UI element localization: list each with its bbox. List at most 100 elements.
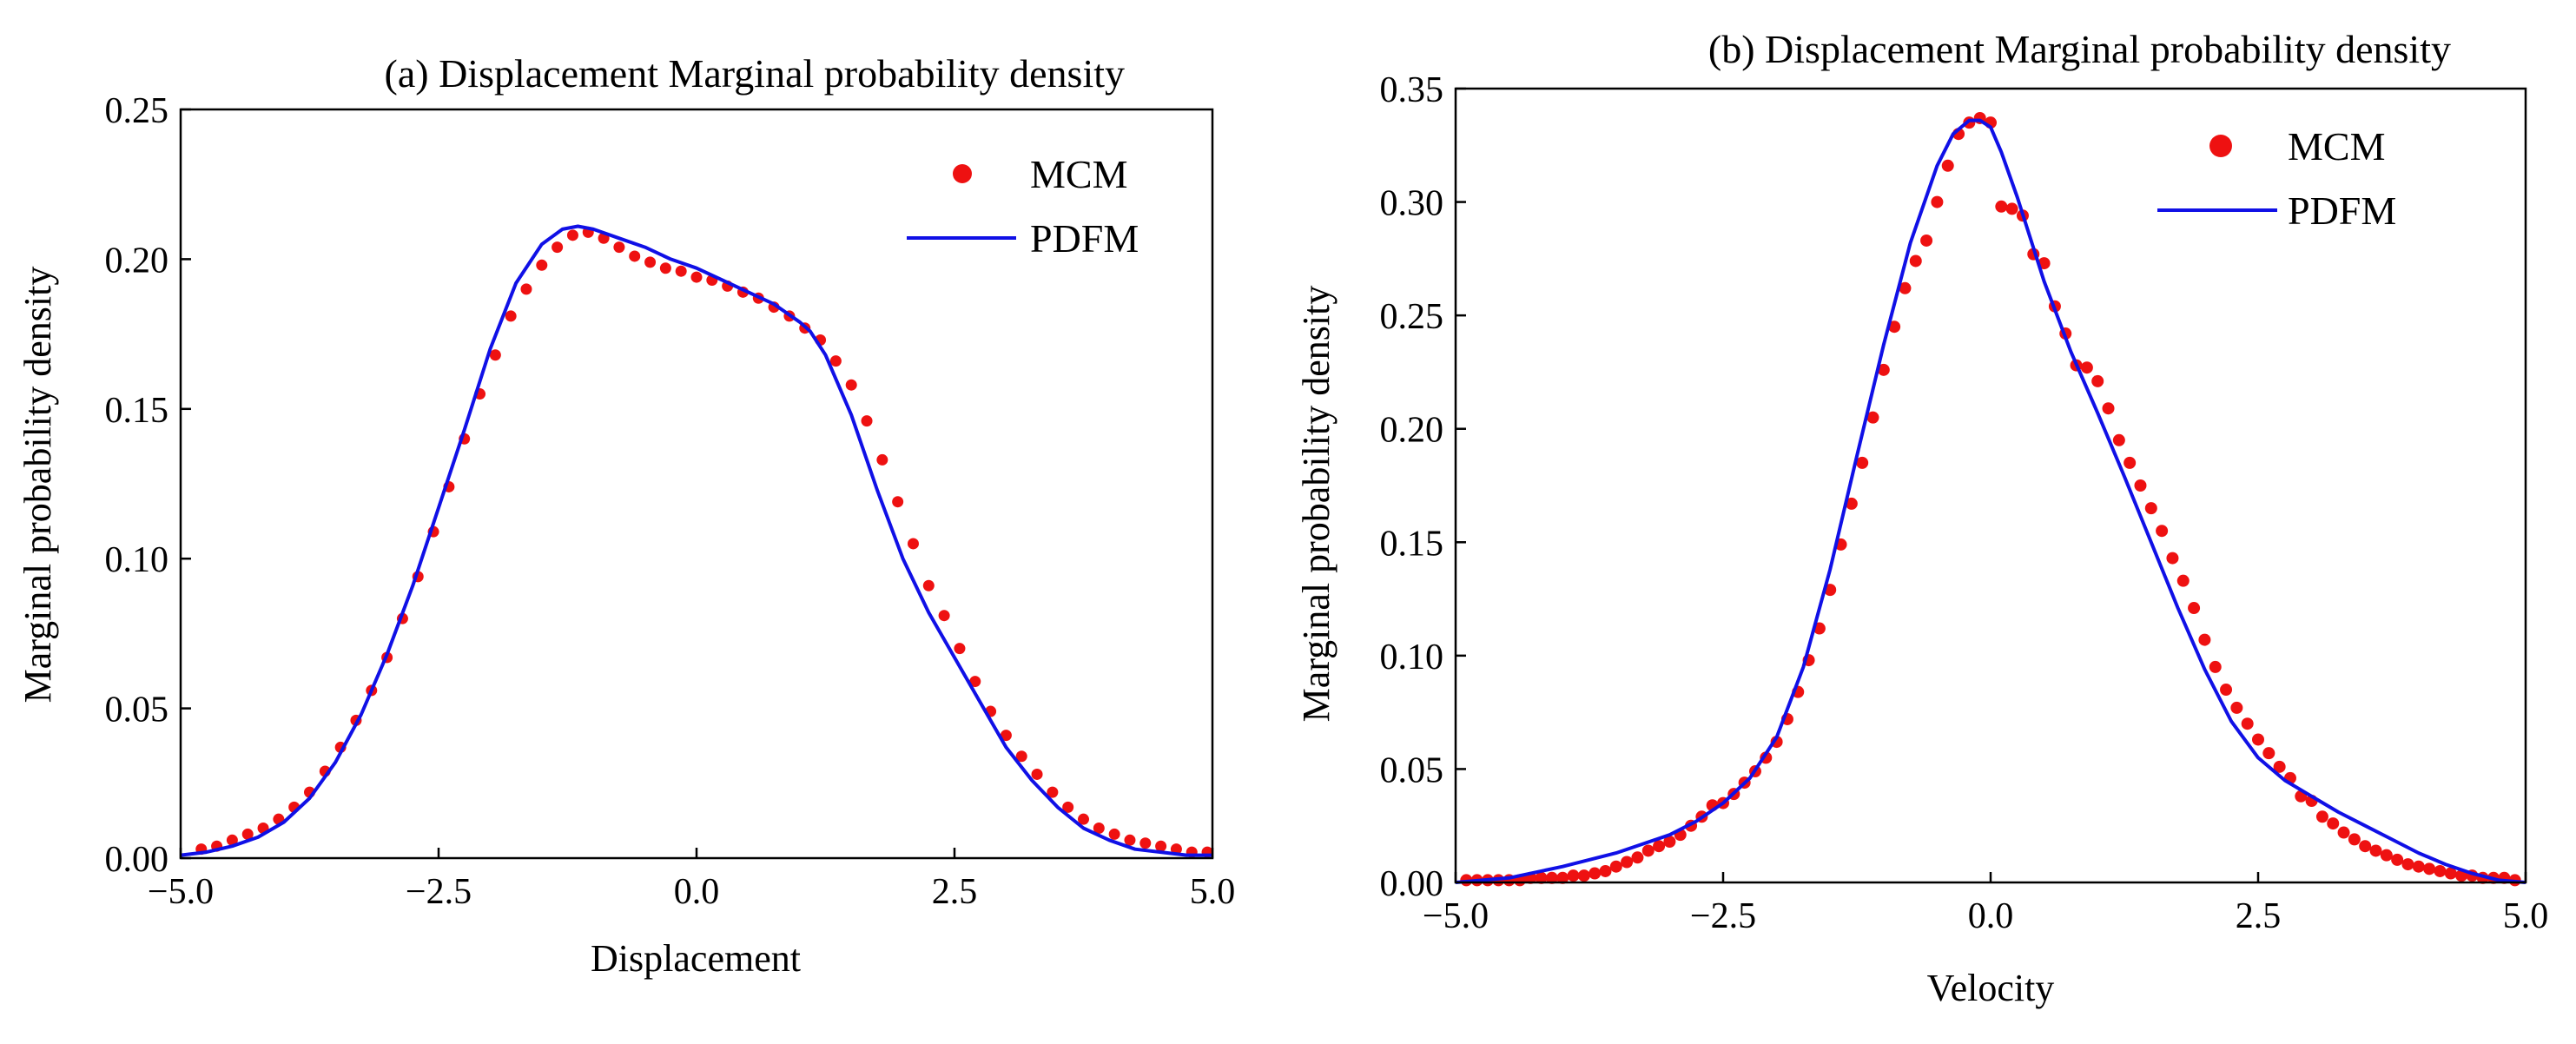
chart-a-xtick-label: −2.5 — [406, 872, 472, 912]
chart-b: (b) Displacement Marginal probability de… — [1295, 27, 2548, 1009]
chart-b-mcm-point — [1631, 851, 1644, 864]
chart-b-xtick-label: 5.0 — [2503, 896, 2549, 936]
chart-a-mcm-point — [1062, 801, 1074, 813]
chart-a-mcm-series — [195, 226, 1213, 858]
chart-b-ytick-label: 0.00 — [1380, 864, 1444, 904]
chart-a-mcm-point — [675, 265, 687, 277]
chart-a-mcm-point — [1108, 828, 1120, 840]
chart-b-mcm-point — [2166, 552, 2179, 565]
chart-a-mcm-point — [922, 579, 935, 591]
chart-b-mcm-point — [2369, 844, 2382, 857]
chart-b-mcm-point — [1888, 320, 1901, 334]
chart-b-ytick-label: 0.20 — [1380, 411, 1444, 451]
chart-a-mcm-point — [1155, 840, 1167, 852]
chart-b-xtick-label: −5.0 — [1423, 896, 1489, 936]
chart-b-mcm-point — [2134, 479, 2147, 492]
chart-b-mcm-point — [2124, 456, 2137, 469]
chart-b-mcm-point — [1941, 159, 1954, 172]
chart-a-mcm-point — [1124, 834, 1136, 846]
chart-a-legend-mcm-label: MCM — [1030, 152, 1127, 196]
chart-a-ytick-label: 0.20 — [105, 241, 169, 281]
chart-a-mcm-point — [489, 349, 501, 361]
chart-a-ytick-label: 0.05 — [105, 690, 169, 730]
chart-a: (a) Displacement Marginal probability de… — [17, 51, 1235, 980]
chart-b-mcm-point — [2423, 862, 2436, 876]
chart-a-mcm-point — [876, 453, 888, 466]
chart-b-mcm-point — [2412, 860, 2425, 873]
chart-a-mcm-point — [690, 271, 703, 283]
chart-a-mcm-point — [226, 834, 238, 846]
chart-a-ytick-label: 0.15 — [105, 391, 169, 431]
chart-a-mcm-point — [969, 676, 981, 688]
chart-b-mcm-point — [2230, 701, 2243, 714]
chart-b-mcm-point — [1567, 869, 1580, 882]
chart-a-mcm-point — [1031, 768, 1043, 780]
chart-b-legend: MCM PDFM — [2157, 124, 2396, 233]
chart-a-legend-mcm-marker — [953, 164, 972, 183]
chart-b-mcm-point — [2401, 858, 2414, 871]
chart-a-mcm-point — [892, 496, 904, 508]
chart-b-mcm-point — [2188, 602, 2201, 615]
chart-a-mcm-point — [1000, 730, 1012, 742]
chart-b-ytick-label: 0.05 — [1380, 750, 1444, 790]
chart-b-mcm-point — [1931, 195, 1944, 208]
chart-b-mcm-point — [2144, 502, 2157, 515]
chart-b-ticks: −5.0 −2.5 0.0 2.5 5.0 0.00 0.05 0.10 0.15 0.20 0.2… — [1380, 70, 2549, 936]
chart-b-ytick-label: 0.10 — [1380, 638, 1444, 677]
chart-a-mcm-point — [1015, 750, 1027, 763]
chart-b-legend-mcm-label: MCM — [2288, 124, 2385, 168]
chart-b-mcm-point — [1556, 871, 1569, 884]
chart-b-mcm-point — [2198, 633, 2211, 646]
chart-a-mcm-point — [552, 241, 564, 254]
chart-b-mcm-point — [2156, 525, 2169, 538]
chart-a-mcm-point — [644, 256, 657, 268]
chart-a-xtick-label: 5.0 — [1190, 872, 1236, 912]
chart-a-mcm-point — [241, 828, 254, 840]
chart-a-xtick-label: 2.5 — [932, 872, 978, 912]
chart-b-mcm-point — [2005, 202, 2018, 215]
chart-b-mcm-point — [1909, 254, 1922, 268]
chart-b-mcm-point — [2315, 810, 2328, 823]
chart-b-mcm-point — [1589, 867, 1602, 880]
chart-b-mcm-point — [1866, 411, 1879, 424]
chart-a-mcm-point — [845, 379, 857, 391]
chart-a-legend-pdfm-label: PDFM — [1030, 216, 1139, 261]
chart-a-ytick-label: 0.00 — [105, 840, 169, 880]
chart-b-mcm-point — [2176, 574, 2190, 587]
chart-a-mcm-point — [1093, 823, 1105, 835]
chart-a-xtick-label: −5.0 — [148, 872, 214, 912]
chart-a-xtick-label: 0.0 — [674, 872, 720, 912]
chart-b-mcm-point — [2348, 833, 2361, 846]
chart-b-mcm-point — [2209, 660, 2222, 673]
chart-b-xtick-label: −2.5 — [1690, 896, 1756, 936]
chart-b-mcm-point — [2220, 684, 2233, 697]
chart-a-mcm-point — [1047, 786, 1059, 798]
chart-b-mcm-point — [1621, 856, 1634, 869]
chart-b-ytick-label: 0.15 — [1380, 524, 1444, 564]
chart-b-ytick-label: 0.25 — [1380, 297, 1444, 337]
chart-a-ylabel: Marginal probability density — [17, 267, 59, 704]
chart-b-mcm-point — [2337, 826, 2350, 839]
chart-b-mcm-point — [1920, 234, 1933, 247]
chart-b-mcm-point — [2102, 402, 2115, 415]
chart-a-ytick-label: 0.25 — [105, 91, 169, 131]
chart-b-mcm-point — [1609, 860, 1622, 873]
chart-b-pdfm-line — [1455, 118, 2526, 884]
chart-b-mcm-point — [2444, 867, 2457, 880]
chart-b-legend-pdfm-label: PDFM — [2288, 188, 2396, 233]
chart-a-mcm-point — [1078, 813, 1089, 825]
chart-a-frame — [179, 108, 1214, 860]
chart-a-pdfm-line — [180, 224, 1212, 857]
chart-a-mcm-point — [907, 538, 919, 550]
chart-b-mcm-point — [1663, 835, 1676, 848]
chart-b-mcm-point — [2359, 840, 2372, 853]
chart-a-mcm-point — [613, 241, 625, 254]
chart-a-ticks: −5.0 −2.5 0.0 2.5 5.0 0.00 0.05 0.10 0.15 0.20 0.2… — [105, 91, 1236, 912]
chart-b-mcm-point — [1845, 497, 1858, 510]
chart-b-mcm-point — [2080, 361, 2093, 374]
chart-b-mcm-point — [2391, 853, 2404, 866]
chart-b-mcm-point — [2262, 747, 2275, 760]
chart-b-mcm-point — [2252, 733, 2264, 746]
chart-b-mcm-point — [1877, 363, 1890, 376]
chart-b-title: (b) Displacement Marginal probability de… — [1708, 27, 2451, 71]
